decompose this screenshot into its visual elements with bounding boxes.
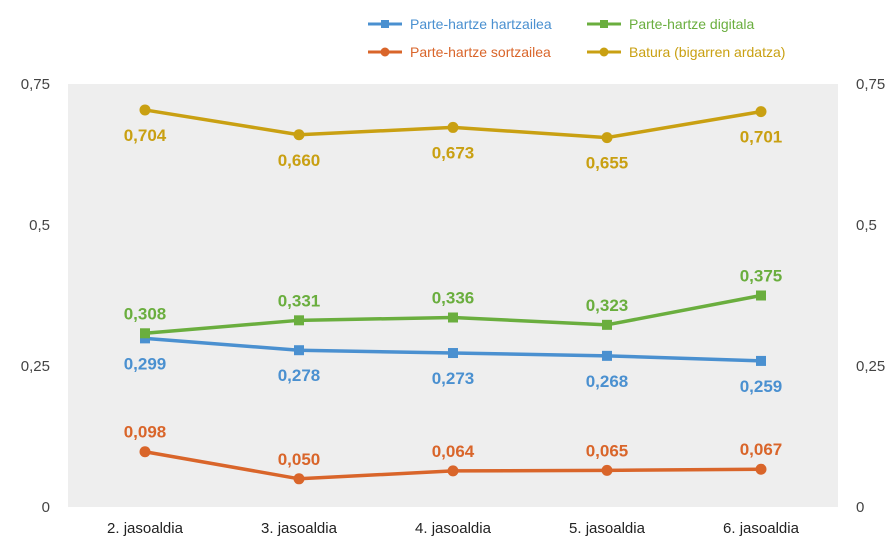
data-label: 0,308: [124, 304, 167, 323]
x-tick-label: 6. jasoaldia: [723, 520, 800, 537]
data-label: 0,259: [740, 377, 783, 396]
legend-label: Batura (bigarren ardatza): [629, 44, 785, 60]
data-point: [139, 446, 151, 458]
data-point: [756, 355, 766, 366]
data-point: [448, 348, 458, 359]
legend-marker: [600, 20, 608, 28]
data-label: 0,065: [586, 441, 629, 460]
x-tick-label: 4. jasoaldia: [415, 520, 492, 537]
y-tick-label-left: 0,75: [21, 76, 50, 93]
legend-marker: [380, 47, 390, 57]
x-tick-label: 3. jasoaldia: [261, 520, 338, 537]
data-label: 0,098: [124, 423, 167, 442]
data-point: [602, 319, 612, 330]
data-label: 0,701: [740, 128, 783, 147]
data-point: [601, 464, 613, 476]
data-label: 0,299: [124, 354, 167, 373]
y-tick-label-left: 0,5: [29, 217, 50, 234]
data-label: 0,673: [432, 143, 475, 162]
data-label: 0,064: [432, 442, 475, 461]
y-tick-label-right: 0,5: [856, 217, 877, 234]
legend-item: Parte-hartze sortzailea: [368, 44, 551, 60]
series-layer: [139, 104, 767, 485]
data-label: 0,655: [586, 154, 629, 173]
x-tick-label: 5. jasoaldia: [569, 520, 646, 537]
legend-marker: [381, 20, 389, 28]
y-tick-label-left: 0,25: [21, 358, 50, 375]
y-tick-label-right: 0,75: [856, 76, 885, 93]
data-point: [755, 106, 767, 118]
legend-label: Parte-hartze hartzailea: [410, 16, 552, 32]
data-label: 0,336: [432, 288, 475, 307]
legend-marker: [599, 47, 609, 57]
legend-item: Parte-hartze hartzailea: [368, 16, 552, 32]
y-tick-label-right: 0: [856, 499, 864, 516]
data-label: 0,375: [740, 267, 783, 286]
data-point: [601, 132, 613, 144]
legend-item: Parte-hartze digitala: [587, 16, 755, 32]
data-point: [140, 333, 150, 344]
data-point: [602, 350, 612, 361]
data-label: 0,323: [586, 296, 629, 315]
data-point: [448, 312, 458, 323]
data-label: 0,067: [740, 440, 783, 459]
y-axis-right: 0 0,25 0,5 0,75: [856, 76, 885, 516]
data-point: [756, 290, 766, 301]
x-axis: 2. jasoaldia 3. jasoaldia 4. jasoaldia 5. j…: [107, 520, 800, 537]
data-point: [293, 129, 305, 141]
legend: Parte-hartze hartzailea Parte-hartze digi…: [368, 16, 785, 60]
data-labels: 0,299 0,278 0,273 0,268 0,259 0,308 0,331 0,336…: [124, 126, 783, 469]
data-point: [293, 473, 305, 485]
data-label: 0,331: [278, 291, 321, 310]
data-point: [447, 465, 459, 477]
data-point: [294, 315, 304, 326]
data-label: 0,268: [586, 372, 629, 391]
x-tick-label: 2. jasoaldia: [107, 520, 184, 537]
data-point: [447, 121, 459, 133]
data-label: 0,273: [432, 369, 475, 388]
data-label: 0,660: [278, 151, 321, 170]
legend-item: Batura (bigarren ardatza): [587, 44, 785, 60]
data-point: [139, 104, 151, 116]
legend-label: Parte-hartze digitala: [629, 16, 755, 32]
data-label: 0,050: [278, 450, 321, 469]
y-tick-label-left: 0: [42, 499, 50, 516]
plot-area: [68, 84, 838, 507]
data-point: [140, 328, 150, 339]
y-tick-label-right: 0,25: [856, 358, 885, 375]
data-label: 0,278: [278, 366, 321, 385]
y-axis-left: 0 0,25 0,5 0,75: [21, 76, 50, 516]
data-point: [294, 345, 304, 356]
data-point: [755, 463, 767, 475]
data-label: 0,704: [124, 126, 167, 145]
legend-label: Parte-hartze sortzailea: [410, 44, 551, 60]
